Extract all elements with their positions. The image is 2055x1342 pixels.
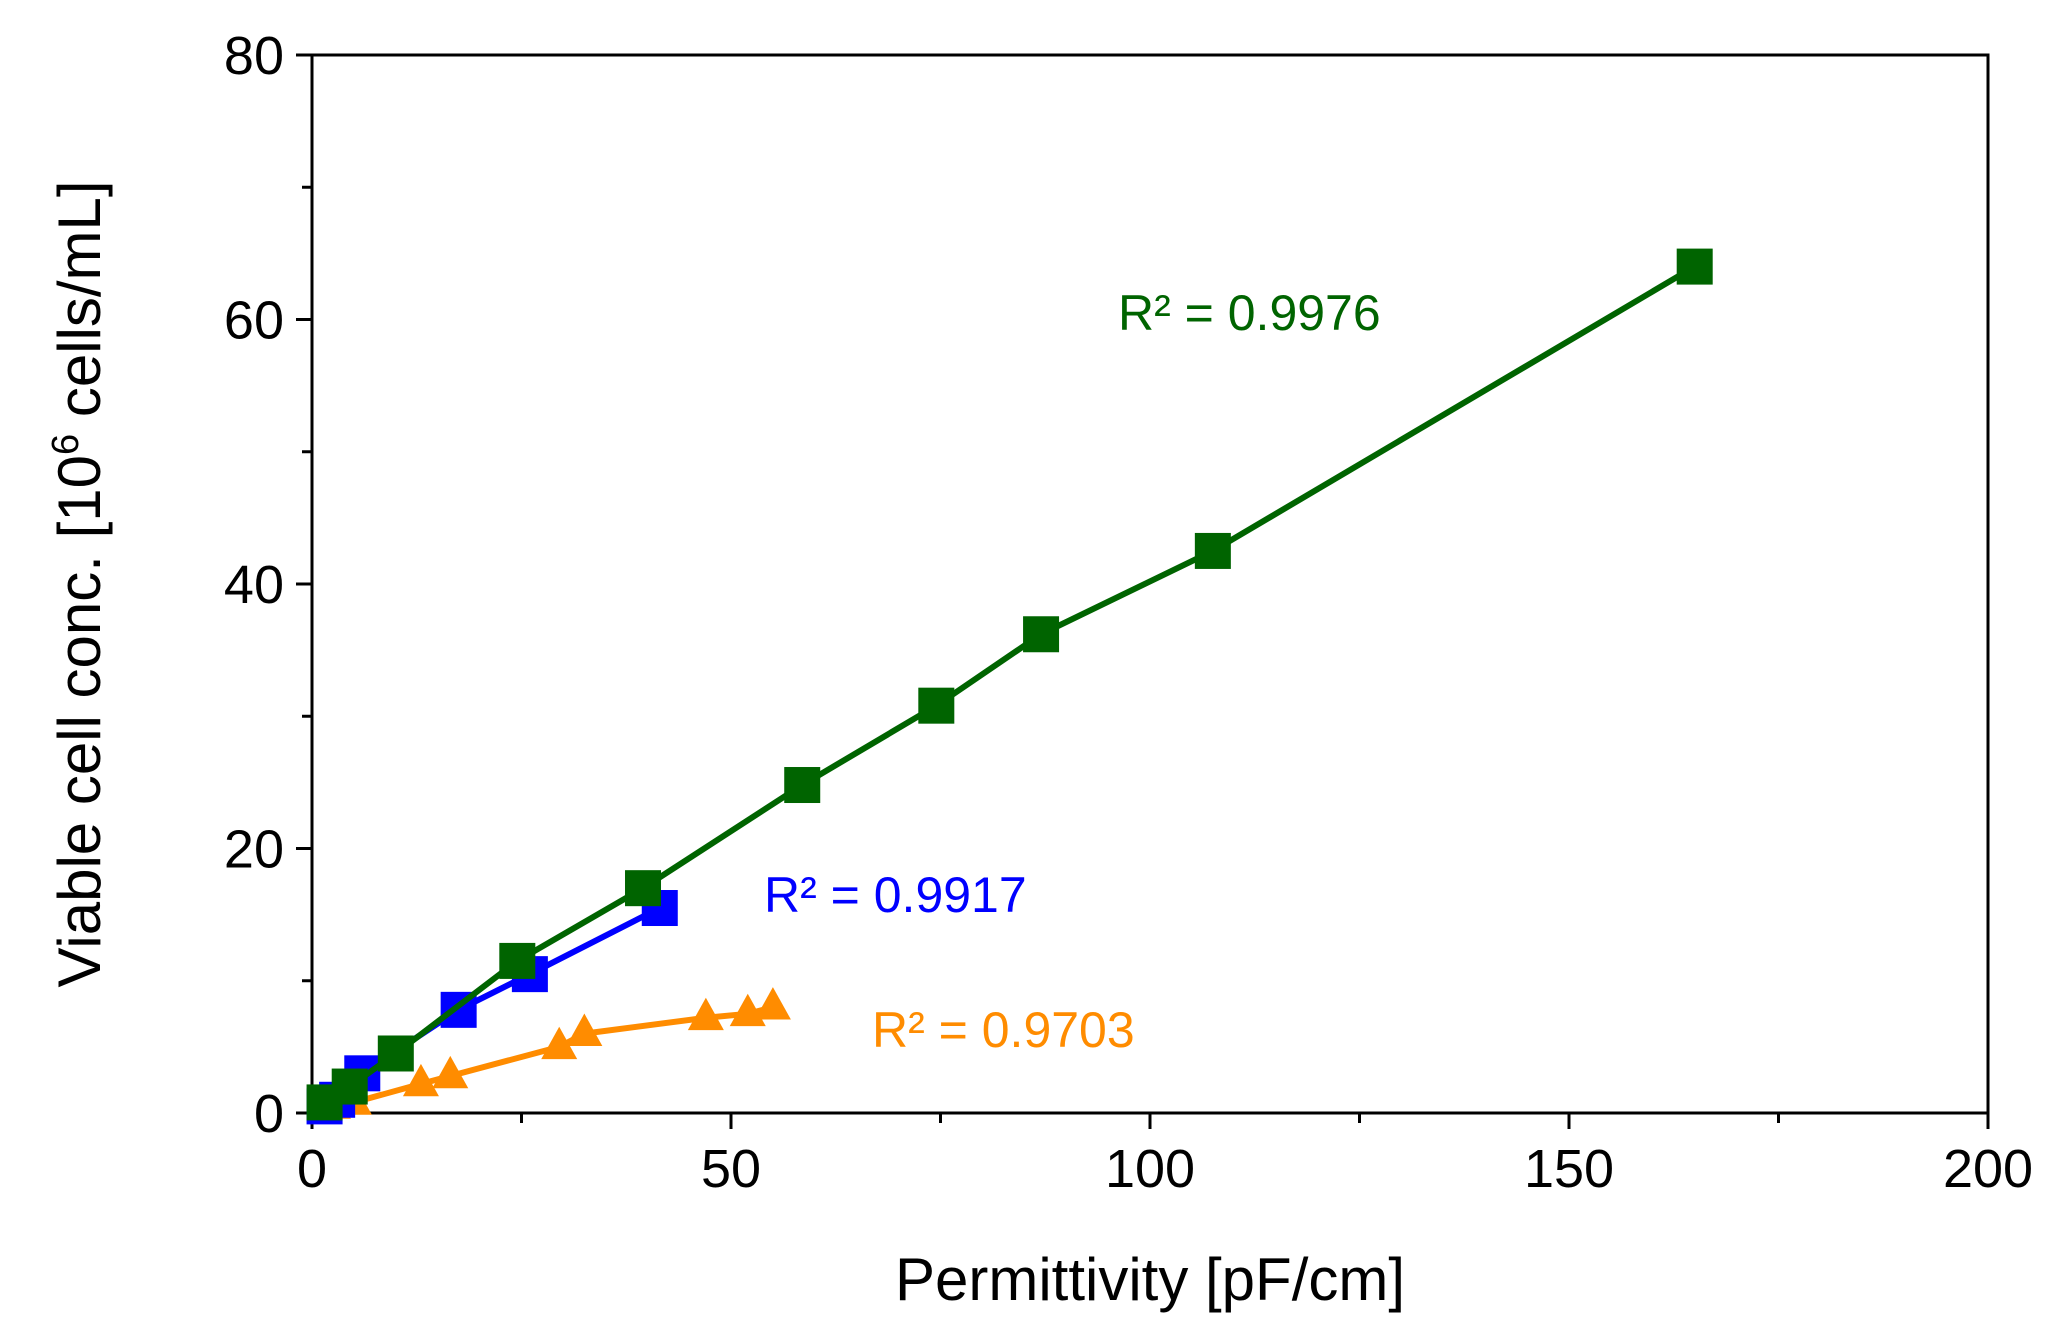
series-orange-point — [754, 987, 791, 1020]
series-green-point — [784, 767, 821, 804]
series-orange-point — [541, 1026, 578, 1060]
x-tick-label: 200 — [1943, 1139, 2033, 1199]
series-green-point — [377, 1035, 414, 1072]
series-green-point — [918, 687, 955, 724]
series-green-point — [1194, 532, 1231, 569]
x-tick-label: 50 — [701, 1139, 761, 1199]
series-green — [306, 248, 1713, 1121]
series-green-point — [625, 870, 662, 907]
y-tick-label: 20 — [224, 820, 284, 880]
series-green-point — [1023, 616, 1060, 653]
series-layer — [306, 248, 1713, 1125]
r2-label-green: R² = 0.9976 — [1118, 285, 1381, 341]
x-axis: 0 50 100 150 200 — [297, 1113, 2033, 1199]
series-green-point — [1676, 248, 1713, 285]
x-tick-label: 100 — [1105, 1139, 1195, 1199]
y-axis-title-prefix: Viable cell conc. [10 — [46, 455, 113, 988]
label-layer: R² = 0.9703 R² = 0.9917 R² = 0.9976 — [764, 285, 1381, 1058]
series-green-point — [499, 942, 536, 979]
y-axis-title-sup: 6 — [45, 434, 87, 455]
series-orange-point — [566, 1013, 603, 1046]
x-axis-title: Permittivity [pF/cm] — [895, 1246, 1405, 1313]
r2-label-blue: R² = 0.9917 — [764, 867, 1027, 923]
r2-label-orange: R² = 0.9703 — [872, 1002, 1135, 1058]
x-tick-label: 0 — [297, 1139, 327, 1199]
series-green-point — [331, 1068, 368, 1105]
y-axis: 0 20 40 60 80 — [224, 26, 312, 1144]
series-orange-point — [402, 1063, 439, 1097]
y-tick-label: 80 — [224, 26, 284, 86]
series-orange-point — [432, 1055, 469, 1089]
series-orange-point — [687, 997, 724, 1031]
series-green-line — [322, 264, 1697, 1105]
y-tick-label: 60 — [224, 291, 284, 351]
y-tick-label: 40 — [224, 555, 284, 615]
y-axis-title-suffix: cells/mL] — [46, 180, 113, 433]
x-tick-label: 150 — [1524, 1139, 1614, 1199]
y-tick-label: 0 — [254, 1084, 284, 1144]
y-axis-title: Viable cell conc. [106 cells/mL] — [45, 180, 113, 987]
